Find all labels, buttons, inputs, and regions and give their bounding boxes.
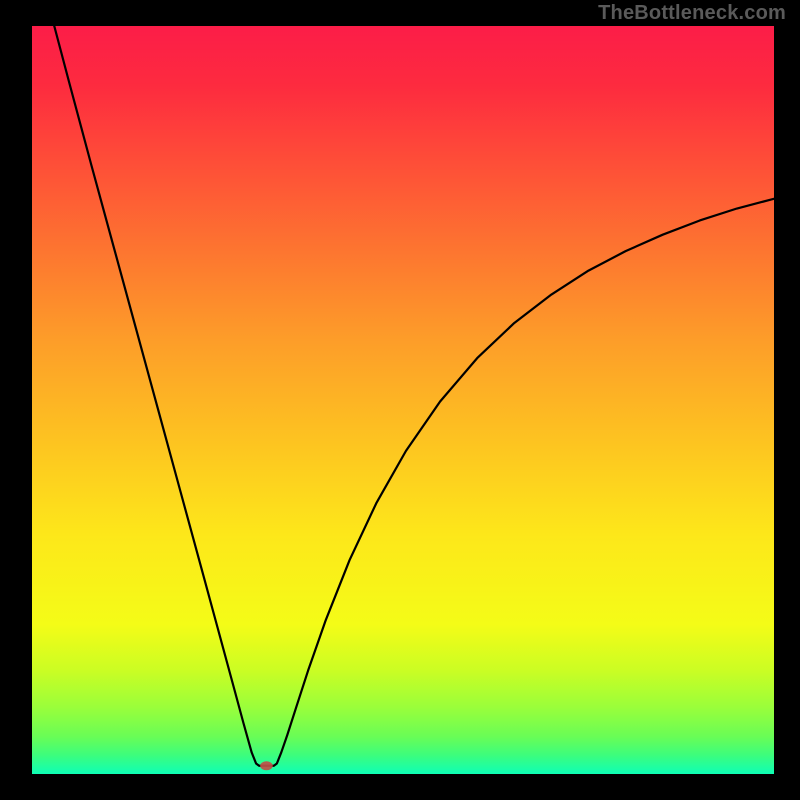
bottleneck-chart <box>32 26 774 774</box>
optimal-marker <box>260 761 273 770</box>
watermark-text: TheBottleneck.com <box>598 2 786 25</box>
chart-background <box>32 26 774 774</box>
